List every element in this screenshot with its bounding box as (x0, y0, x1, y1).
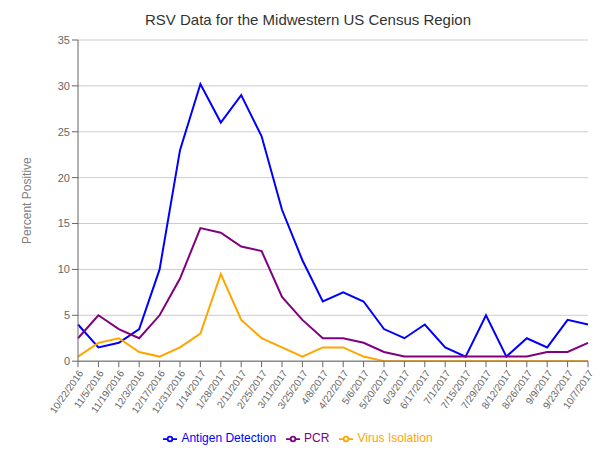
svg-text:1/14/2017: 1/14/2017 (173, 368, 208, 411)
svg-text:12/17/2016: 12/17/2016 (129, 368, 168, 416)
svg-text:5/6/2017: 5/6/2017 (339, 368, 372, 407)
svg-text:6/17/2017: 6/17/2017 (397, 368, 433, 411)
html-text:PCR: PCR (304, 431, 330, 446)
svg-text:10/7/2017: 10/7/2017 (561, 368, 596, 411)
svg-text:5: 5 (64, 309, 70, 321)
svg-text:7/15/2017: 7/15/2017 (438, 368, 474, 411)
svg-text:7/29/2017: 7/29/2017 (458, 368, 494, 411)
svg-text:0: 0 (64, 355, 70, 367)
svg-text:25: 25 (58, 126, 70, 138)
svg-text:4/22/2017: 4/22/2017 (316, 368, 351, 411)
svg-text:5/20/2017: 5/20/2017 (356, 368, 392, 411)
svg-text:30: 30 (58, 80, 70, 92)
svg-text:7/1/2017: 7/1/2017 (421, 368, 453, 407)
svg-text:11/19/2016: 11/19/2016 (89, 368, 127, 415)
svg-text:3/25/2017: 3/25/2017 (275, 368, 310, 411)
svg-text:6/3/2017: 6/3/2017 (380, 368, 412, 407)
svg-text:20: 20 (58, 172, 70, 184)
svg-text:8/12/2017: 8/12/2017 (479, 368, 514, 411)
svg-text:Percent Positive: Percent Positive (20, 157, 34, 244)
svg-text:11/5/2016: 11/5/2016 (71, 368, 106, 411)
svg-text:2/25/2017: 2/25/2017 (234, 368, 270, 411)
svg-text:4/8/2017: 4/8/2017 (298, 368, 331, 407)
html-text:Antigen Detection: Antigen Detection (181, 431, 277, 446)
svg-text:2/11/2017: 2/11/2017 (214, 368, 249, 411)
svg-text:10/22/2016: 10/22/2016 (47, 368, 86, 416)
svg-text:10: 10 (58, 263, 70, 275)
svg-text:9/9/2017: 9/9/2017 (523, 368, 555, 407)
svg-text:35: 35 (58, 34, 70, 46)
svg-text:8/26/2017: 8/26/2017 (499, 368, 535, 411)
svg-text:12/3/2016: 12/3/2016 (112, 368, 147, 411)
svg-text:1/28/2017: 1/28/2017 (193, 368, 229, 411)
svg-text:3/11/2017: 3/11/2017 (255, 368, 290, 411)
svg-text:12/31/2016: 12/31/2016 (149, 368, 188, 416)
svg-text:15: 15 (58, 217, 70, 229)
html-text:Virus Isolation: Virus Isolation (357, 431, 433, 446)
svg-text:9/23/2017: 9/23/2017 (540, 368, 576, 411)
html-text:RSV Data for the Midwestern US: RSV Data for the Midwestern US Census Re… (145, 11, 471, 28)
